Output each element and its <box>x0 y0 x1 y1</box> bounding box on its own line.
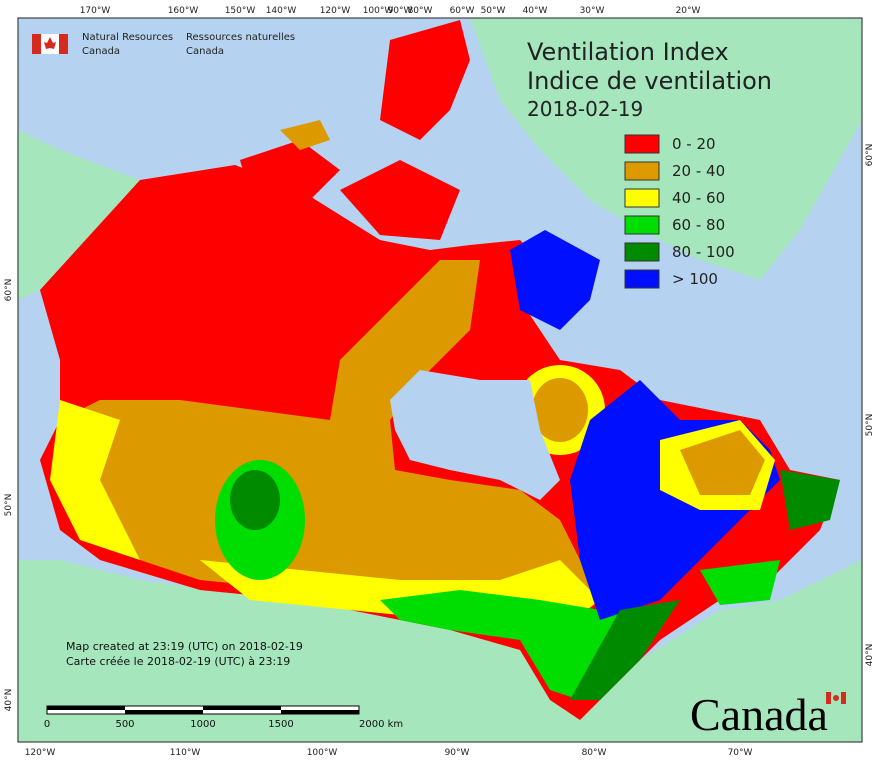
graticule-left: 40°N <box>4 689 14 712</box>
agency-fr: Canada <box>186 46 224 57</box>
flag-bar <box>32 34 41 54</box>
graticule-top: 40°W <box>523 6 548 16</box>
legend-label: 0 - 20 <box>672 135 716 153</box>
alaska <box>18 130 140 300</box>
agency-logo <box>32 34 68 54</box>
graticule-left: 50°N <box>4 494 14 517</box>
island <box>240 140 340 200</box>
title-fr: Indice de ventilation <box>527 67 772 95</box>
zone-20-40 <box>532 378 588 442</box>
graticule-bottom: 110°W <box>170 748 201 758</box>
graticule-top: 100°W <box>363 6 394 16</box>
wordmark-flag <box>826 692 846 704</box>
scale-seg <box>281 710 359 714</box>
legend-swatch <box>624 188 660 208</box>
graticule-right: 50°N <box>865 414 875 437</box>
zone-40-60 <box>50 400 140 560</box>
legend-label: 60 - 80 <box>672 216 725 234</box>
scale-bar <box>46 705 360 715</box>
frame-border <box>17 17 863 743</box>
legend-swatch <box>624 215 660 235</box>
graticule-top: 80°W <box>408 6 433 16</box>
scale-label: 1000 <box>190 719 215 730</box>
scale-label: 0 <box>44 719 50 730</box>
scale-seg <box>203 706 281 710</box>
flag-bar <box>59 34 68 54</box>
graticule-top: 90°W <box>388 6 413 16</box>
zone-60-80 <box>700 560 780 605</box>
graticule-right: 40°N <box>865 644 875 667</box>
island <box>280 120 330 150</box>
graticule-bottom: 80°W <box>582 748 607 758</box>
scale-labels: 0 500 1000 1500 2000 km <box>44 719 403 730</box>
graticule-top: 140°W <box>266 6 297 16</box>
agency-en: Canada <box>82 46 120 57</box>
graticule-top: 50°W <box>481 6 506 16</box>
hudson-bay <box>390 370 560 500</box>
legend-label: 20 - 40 <box>672 162 725 180</box>
map-frame <box>17 17 863 743</box>
graticule-bottom: 120°W <box>25 748 56 758</box>
flag-bar <box>841 692 846 704</box>
maple-leaf <box>44 37 56 49</box>
graticule-bottom: 100°W <box>307 748 338 758</box>
graticule-right: 60°N <box>865 144 875 167</box>
zone-over-100 <box>510 230 600 330</box>
zone-80-100 <box>230 470 280 530</box>
zone-20-40 <box>680 430 765 495</box>
zone-80-100 <box>780 470 840 530</box>
scale-label: 500 <box>115 719 134 730</box>
canada-wordmark: Canada <box>690 689 828 740</box>
scale-label: 1500 <box>268 719 293 730</box>
zone-60-80 <box>380 590 640 700</box>
graticule-top: 30°W <box>580 6 605 16</box>
legend-swatch <box>624 134 660 154</box>
map-note: Carte créée le 2018-02-19 (UTC) à 23:19 <box>66 655 290 668</box>
zone-80-100 <box>570 600 680 700</box>
flag-bar <box>826 692 831 704</box>
scale-seg <box>47 706 125 710</box>
graticule-top: 170°W <box>80 6 111 16</box>
zone-20-40 <box>60 260 600 630</box>
island <box>380 20 470 140</box>
agency-en: Natural Resources <box>82 32 173 43</box>
graticule-labels: 170°W 160°W 150°W 140°W 120°W 100°W90°W80°W 60… <box>4 6 875 758</box>
island <box>340 160 460 240</box>
graticule-top: 60°W <box>450 6 475 16</box>
legend-label: 40 - 60 <box>672 189 725 207</box>
scale-label: 2000 km <box>359 719 403 730</box>
graticule-top: 150°W <box>225 6 256 16</box>
graticule-bottom: 70°W <box>728 748 753 758</box>
greenland <box>470 18 862 280</box>
map-note: Map created at 23:19 (UTC) on 2018-02-19 <box>66 640 303 653</box>
graticule-left: 60°N <box>4 279 14 302</box>
agency-fr: Ressources naturelles <box>186 32 295 43</box>
usa <box>18 560 862 742</box>
legend-label: 80 - 100 <box>672 243 735 261</box>
graticule-top: 20°W <box>676 6 701 16</box>
graticule-bottom: 90°W <box>445 748 470 758</box>
legend: 0 - 20 20 - 40 40 - 60 60 - 80 80 - 100 > 100 <box>624 134 735 289</box>
legend-swatch <box>624 269 660 289</box>
graticule-top: 160°W <box>168 6 199 16</box>
maple-leaf <box>833 695 839 701</box>
date: 2018-02-19 <box>527 97 643 121</box>
scale-seg <box>125 710 203 714</box>
legend-label: > 100 <box>672 270 718 288</box>
title-en: Ventilation Index <box>527 38 729 66</box>
graticule-top: 120°W <box>320 6 351 16</box>
legend-swatch <box>624 242 660 262</box>
legend-swatch <box>624 161 660 181</box>
